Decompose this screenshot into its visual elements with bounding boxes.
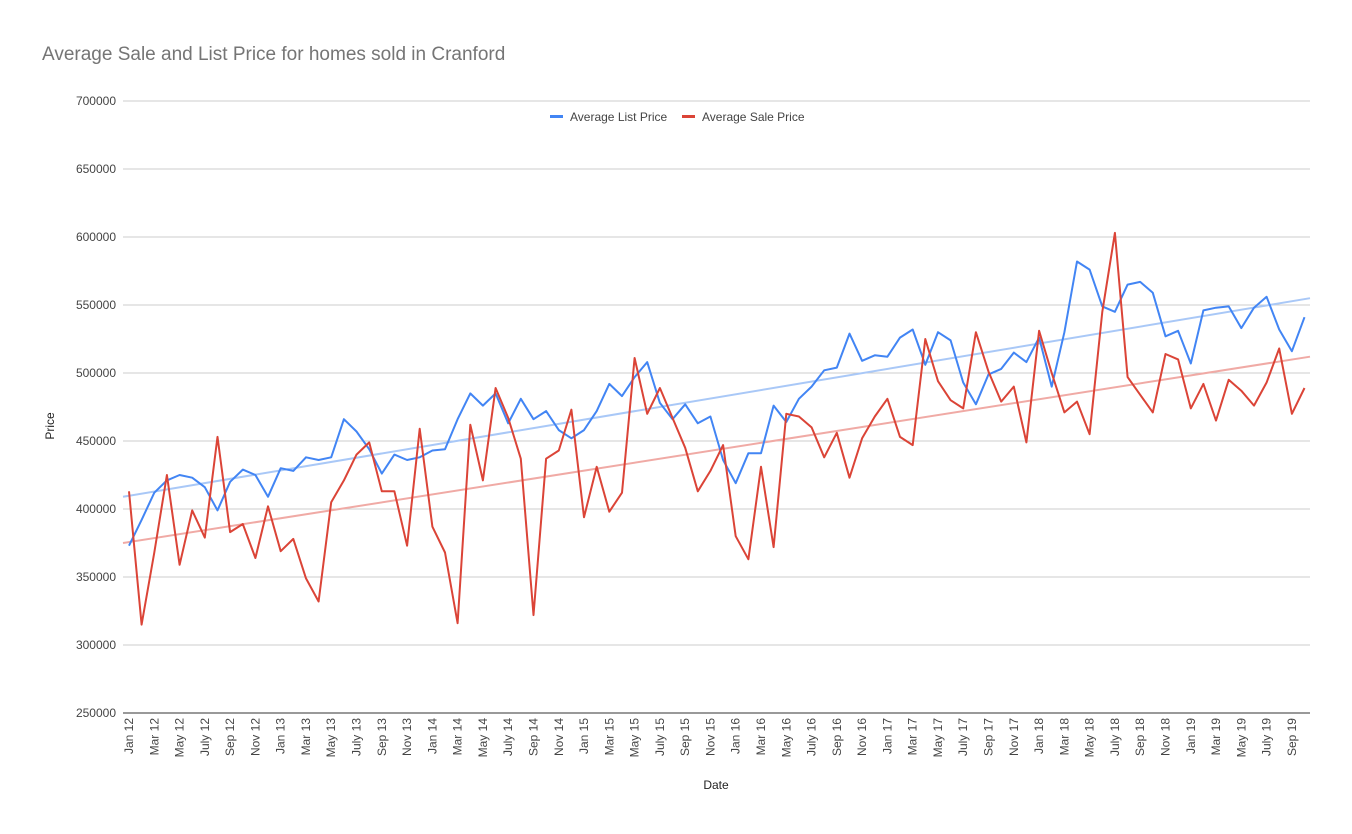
y-tick-label: 650000 — [76, 162, 116, 176]
x-tick-label: July 13 — [350, 718, 364, 756]
x-tick-label: July 17 — [956, 718, 970, 756]
legend-label: Average Sale Price — [702, 110, 805, 124]
legend-swatch — [550, 115, 563, 118]
x-tick-label: Jan 18 — [1032, 718, 1046, 754]
x-tick-label: May 18 — [1083, 718, 1097, 758]
x-axis-ticks: Jan 12 Mar 12 May 12 July 12 Sep 12 Nov 12 Jan… — [122, 718, 1299, 758]
x-tick-label: Nov 13 — [400, 718, 414, 756]
x-tick-label: May 17 — [931, 718, 945, 758]
chart-title: Average Sale and List Price for homes so… — [42, 44, 505, 65]
x-tick-label: Nov 17 — [1007, 718, 1021, 756]
y-tick-label: 250000 — [76, 706, 116, 720]
x-tick-label: May 12 — [173, 718, 187, 758]
trendlines — [122, 297, 1311, 544]
series-lines — [128, 231, 1306, 626]
x-tick-label: Mar 14 — [451, 718, 465, 756]
x-tick-label: Nov 18 — [1158, 718, 1172, 756]
y-tick-label: 550000 — [76, 298, 116, 312]
x-tick-label: Sep 18 — [1133, 718, 1147, 756]
x-tick-label: Jan 19 — [1184, 718, 1198, 754]
x-tick-label: July 18 — [1108, 718, 1122, 756]
x-tick-label: July 14 — [501, 718, 515, 756]
series-line — [128, 231, 1306, 626]
x-tick-label: July 15 — [653, 718, 667, 756]
series-line — [128, 260, 1306, 547]
x-tick-label: July 12 — [198, 718, 212, 756]
x-tick-label: Mar 19 — [1209, 718, 1223, 756]
x-tick-label: Jan 16 — [729, 718, 743, 754]
x-tick-label: July 19 — [1260, 718, 1274, 756]
x-tick-label: Nov 15 — [703, 718, 717, 756]
trendline — [122, 297, 1311, 498]
x-tick-label: Jan 15 — [577, 718, 591, 754]
y-tick-label: 300000 — [76, 638, 116, 652]
trendline — [122, 355, 1311, 544]
x-tick-label: Sep 16 — [830, 718, 844, 756]
x-tick-label: Jan 13 — [274, 718, 288, 754]
x-tick-label: May 13 — [324, 718, 338, 758]
x-tick-label: Mar 12 — [147, 718, 161, 756]
x-tick-label: July 16 — [805, 718, 819, 756]
x-tick-label: Sep 19 — [1285, 718, 1299, 756]
y-tick-label: 400000 — [76, 502, 116, 516]
x-tick-label: Sep 13 — [375, 718, 389, 756]
x-tick-label: Nov 14 — [552, 718, 566, 756]
x-tick-label: May 15 — [628, 718, 642, 758]
legend-swatch — [682, 115, 695, 118]
x-tick-label: Jan 12 — [122, 718, 136, 754]
y-tick-label: 500000 — [76, 366, 116, 380]
x-tick-label: May 14 — [476, 718, 490, 758]
x-tick-label: Sep 14 — [526, 718, 540, 756]
x-tick-label: Sep 12 — [223, 718, 237, 756]
y-tick-label: 450000 — [76, 434, 116, 448]
gridlines — [123, 100, 1310, 714]
x-tick-label: May 19 — [1234, 718, 1248, 758]
x-tick-label: Mar 13 — [299, 718, 313, 756]
x-tick-label: Jan 14 — [425, 718, 439, 754]
x-tick-label: Mar 15 — [602, 718, 616, 756]
x-tick-label: May 16 — [779, 718, 793, 758]
x-tick-label: Sep 15 — [678, 718, 692, 756]
x-tick-label: Nov 12 — [248, 718, 262, 756]
x-axis-label: Date — [703, 778, 729, 792]
legend: Average List Price Average Sale Price — [550, 110, 805, 124]
y-tick-label: 700000 — [76, 94, 116, 108]
y-axis-label: Price — [43, 412, 57, 440]
legend-label: Average List Price — [570, 110, 667, 124]
y-tick-label: 600000 — [76, 230, 116, 244]
x-tick-label: Sep 17 — [982, 718, 996, 756]
x-tick-label: Jan 17 — [880, 718, 894, 754]
y-axis-ticks: 250000 300000 350000 400000 450000 500000 5500… — [76, 94, 116, 720]
x-tick-label: Mar 18 — [1057, 718, 1071, 756]
x-tick-label: Mar 16 — [754, 718, 768, 756]
y-tick-label: 350000 — [76, 570, 116, 584]
x-tick-label: Nov 16 — [855, 718, 869, 756]
x-tick-label: Mar 17 — [906, 718, 920, 756]
